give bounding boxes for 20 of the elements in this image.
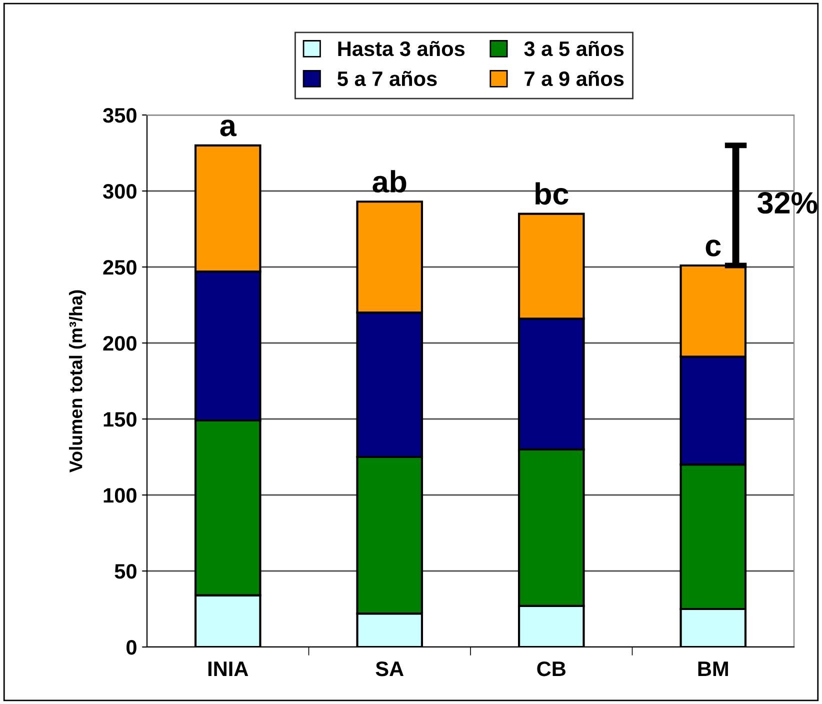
- y-tick-label: 100: [104, 488, 136, 503]
- x-tick-label: INIA: [208, 662, 248, 676]
- legend-label: 5 a 7 años: [338, 70, 437, 86]
- x-tick-label: BM: [698, 662, 728, 676]
- legend-label: 7 a 9 años: [524, 70, 624, 86]
- y-tick-label: 350: [103, 108, 136, 123]
- y-tick-label: 0: [126, 640, 136, 655]
- y-tick-label: 200: [103, 336, 136, 351]
- x-tick-label: SA: [376, 661, 404, 676]
- x-tick-label: CB: [537, 661, 566, 676]
- y-axis-title: Volumen total (m³/ha): [69, 290, 86, 472]
- annotation: ab: [372, 170, 406, 193]
- y-tick-label: 150: [104, 412, 136, 427]
- legend-label: 3 a 5 años: [524, 40, 624, 56]
- y-tick-label: 300: [103, 184, 136, 199]
- annotation: a: [220, 120, 237, 136]
- y-tick-label: 50: [114, 564, 136, 579]
- annotation: c: [706, 240, 721, 256]
- y-tick-label: 250: [103, 260, 136, 275]
- legend-label: Hasta 3 años: [338, 40, 465, 56]
